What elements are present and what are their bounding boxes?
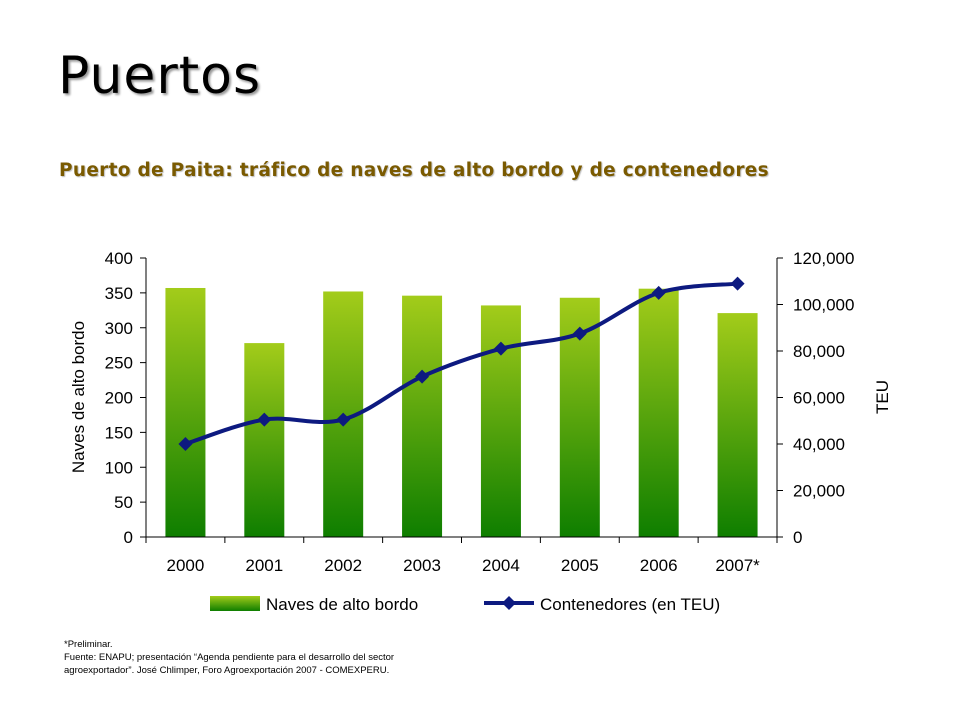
chart-subtitle: Puerto de Paita: tráfico de naves de alt…	[59, 160, 769, 181]
x-tick-label: 2007*	[715, 556, 760, 575]
bar-2007*	[717, 313, 758, 537]
y-tick-label-left: 150	[105, 423, 133, 442]
y-tick-label-right: 20,000	[793, 482, 845, 501]
legend-label-line: Contenedores (en TEU)	[540, 595, 720, 614]
y-tick-label-left: 250	[105, 354, 133, 373]
marker-2002	[336, 412, 351, 427]
y-tick-label-right: 60,000	[793, 389, 845, 408]
y-tick-label-left: 200	[105, 389, 133, 408]
marker-2001	[257, 412, 272, 427]
footnote-preliminar: *Preliminar.	[64, 639, 113, 650]
x-tick-label: 2003	[403, 556, 441, 575]
y-tick-label-right: 0	[793, 528, 802, 547]
marker-2005	[572, 326, 587, 341]
marker-2006	[651, 285, 666, 300]
combo-chart: 0 50 100 150 200 250 300 350 400 0 20,000 40,000 60,…	[69, 249, 892, 614]
x-tick-label: 2001	[245, 556, 283, 575]
bar-2004	[480, 305, 521, 537]
y-tick-label-right: 40,000	[793, 435, 845, 454]
x-tick-label: 2000	[167, 556, 205, 575]
y-tick-label-left: 100	[105, 458, 133, 477]
y-tick-label-left: 50	[114, 493, 133, 512]
x-tick-label: 2004	[482, 556, 520, 575]
bar-2001	[244, 343, 285, 537]
x-tick-label: 2005	[561, 556, 599, 575]
bar-2003	[402, 295, 443, 537]
series-line-contenedores	[184, 281, 738, 446]
page-title: Puertos	[58, 46, 262, 106]
legend-marker-line	[502, 596, 516, 610]
marker-2000	[178, 437, 193, 451]
y-tick-label-right: 120,000	[793, 249, 854, 268]
y-tick-label-left: 400	[105, 249, 133, 268]
y-tick-label-left: 0	[124, 528, 133, 547]
y-tick-label-left: 350	[105, 284, 133, 303]
y-tick-label-right: 80,000	[793, 342, 845, 361]
legend-swatch-bars	[210, 596, 260, 611]
footnote: *Preliminar. Fuente: ENAPU; presentación…	[64, 638, 484, 677]
footnote-source-cont: agroexportador”. José Chlimper, Foro Agr…	[64, 665, 390, 676]
legend-label-bars: Naves de alto bordo	[266, 595, 418, 614]
bar-2000	[165, 287, 206, 537]
marker-2007*	[730, 276, 745, 291]
y-axis-title-right: TEU	[873, 380, 892, 414]
y-tick-label-left: 300	[105, 319, 133, 338]
bar-2006	[638, 288, 679, 537]
y-tick-label-right: 100,000	[793, 296, 854, 315]
marker-2003	[415, 369, 430, 384]
y-axis-title-left: Naves de alto bordo	[69, 321, 88, 473]
x-tick-label: 2006	[640, 556, 678, 575]
footnote-source: Fuente: ENAPU; presentación “Agenda pend…	[64, 652, 395, 663]
x-tick-label: 2002	[324, 556, 362, 575]
marker-2004	[493, 341, 508, 356]
